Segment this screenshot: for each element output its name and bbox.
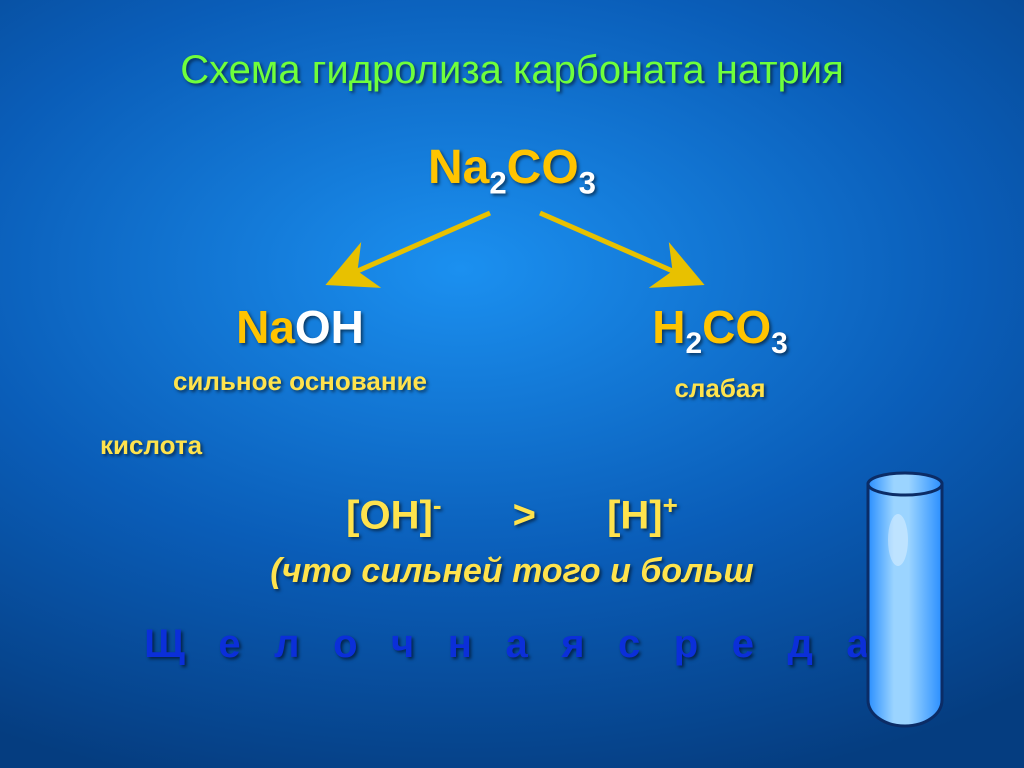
tube-highlight (888, 514, 908, 566)
left-formula: NaOH (140, 300, 460, 354)
left-na: Na (236, 301, 295, 353)
test-tube (850, 470, 960, 730)
slide-title: Схема гидролиза карбоната натрия (0, 48, 1024, 93)
oh-sup: - (433, 490, 442, 520)
branch-arrows (270, 205, 750, 295)
right-sub2: 3 (771, 327, 788, 360)
h-ion: [H] (607, 493, 663, 537)
left-oh: OH (295, 301, 364, 353)
greater-than: > (513, 493, 536, 537)
root-formula: Na2CO3 (0, 140, 1024, 202)
right-sub1: 2 (685, 327, 702, 360)
root-co: CO (507, 141, 579, 194)
left-branch: NaOH сильное основание (140, 300, 460, 397)
root-sub2a: 2 (489, 166, 506, 201)
left-desc: сильное основание (140, 366, 460, 397)
h-sup: + (663, 490, 678, 520)
arrow-left (330, 213, 490, 283)
oh-ion: [OH] (346, 493, 433, 537)
acid-word: кислота (100, 430, 202, 461)
root-na: Na (428, 141, 489, 194)
right-formula: H2CO3 (560, 300, 880, 361)
right-co: CO (702, 301, 771, 353)
right-branch: H2CO3 слабая (560, 300, 880, 404)
arrow-right (540, 213, 700, 283)
tube-body (868, 484, 942, 726)
tube-rim (868, 473, 942, 495)
root-sub2b: 3 (579, 166, 596, 201)
right-h: H (652, 301, 685, 353)
right-desc: слабая (560, 373, 880, 404)
